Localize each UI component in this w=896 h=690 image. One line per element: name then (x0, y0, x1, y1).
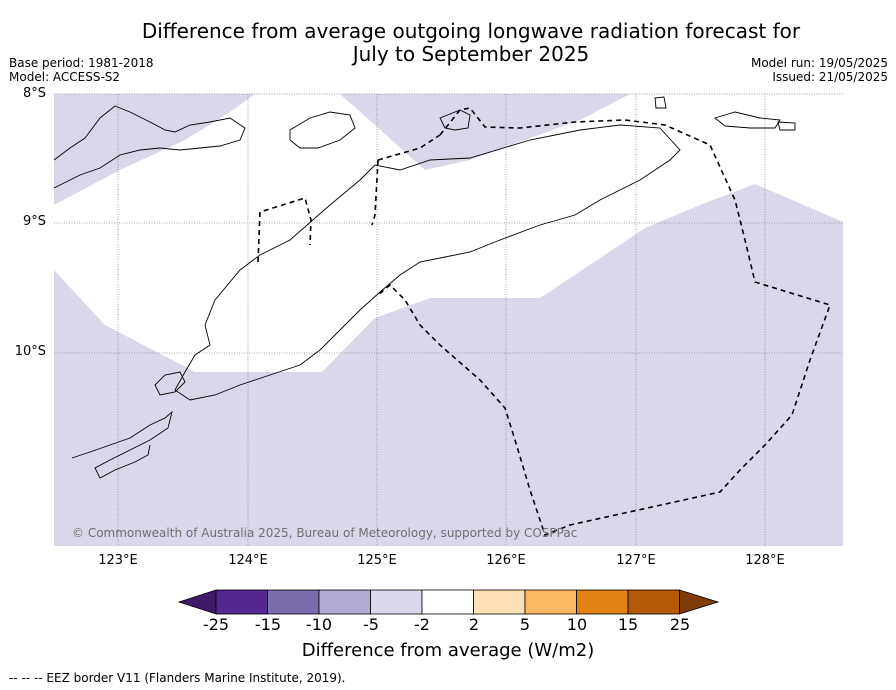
colorbar-segment-4 (370, 589, 423, 615)
neutral-band (54, 94, 843, 372)
timor-island (174, 124, 681, 401)
cbar-label-5: 5 (519, 615, 531, 634)
wetar-island (439, 109, 471, 131)
colorbar-segment-9 (627, 589, 680, 615)
colorbar-segment-1 (215, 589, 268, 615)
map-title: Difference from average outgoing longwav… (0, 20, 896, 66)
cbar-label-m5: -5 (363, 615, 379, 634)
colorbar-segment-8 (576, 589, 629, 615)
cbar-label-15: 15 (617, 615, 639, 634)
lat-label-9s: 9°S (22, 214, 46, 229)
model-name: Model: ACCESS-S2 (9, 70, 121, 84)
cbar-label-2: 2 (468, 615, 480, 634)
small-island-b (714, 111, 781, 129)
small-island-a (654, 96, 667, 109)
eez-timor-north (371, 159, 379, 226)
colorbar-segment-6 (473, 589, 526, 615)
colorbar-extend-low (177, 589, 217, 615)
lon-label-126e: 126°E (486, 553, 526, 568)
issued-date: Issued: 21/05/2025 (772, 70, 888, 84)
colorbar-title: Difference from average (W/m2) (301, 640, 595, 661)
cbar-label-m2: -2 (414, 615, 430, 634)
coastlines (53, 96, 796, 479)
sumba-west (71, 410, 173, 479)
small-island-c (777, 121, 796, 131)
colorbar-segment-2 (267, 589, 320, 615)
lon-label-127e: 127°E (616, 553, 656, 568)
title-line-1: Difference from average outgoing longwav… (141, 19, 801, 43)
base-period: Base period: 1981-2018 (9, 56, 154, 70)
lon-label-128e: 128°E (745, 553, 785, 568)
eez-main (377, 107, 832, 537)
copyright-notice: © Commonwealth of Australia 2025, Bureau… (72, 526, 578, 540)
lon-label-123e: 123°E (98, 553, 138, 568)
colorbar-extend-high (679, 589, 720, 615)
cbar-label-10: 10 (566, 615, 588, 634)
lat-label-8s: 8°S (22, 86, 46, 101)
lon-label-124e: 124°E (228, 553, 268, 568)
alor-island (289, 111, 356, 149)
lat-label-10s: 10°S (14, 344, 46, 359)
cbar-label-m10: -10 (305, 615, 333, 634)
flores-island (53, 105, 246, 189)
title-line-2: July to September 2025 (352, 42, 590, 66)
eez-borders (257, 107, 832, 537)
cbar-label-25: 25 (669, 615, 691, 634)
colorbar-segment-3 (318, 589, 371, 615)
model-run: Model run: 19/05/2025 (750, 56, 888, 70)
meta-left: Base period: 1981-2018 Model: ACCESS-S2 (9, 56, 154, 84)
rote-island (154, 371, 186, 396)
eez-legend-note: -- -- -- EEZ border V11 (Flanders Marine… (9, 671, 346, 685)
meta-right: Model run: 19/05/2025 Issued: 21/05/2025 (751, 56, 888, 84)
eez-enclave (257, 196, 312, 263)
lon-label-125e: 125°E (357, 553, 397, 568)
cbar-label-m15: -15 (254, 615, 282, 634)
colorbar-segment-7 (524, 589, 577, 615)
graticule (54, 93, 843, 546)
colorbar-segment-5 (421, 589, 474, 615)
cbar-label-m25: -25 (202, 615, 230, 634)
